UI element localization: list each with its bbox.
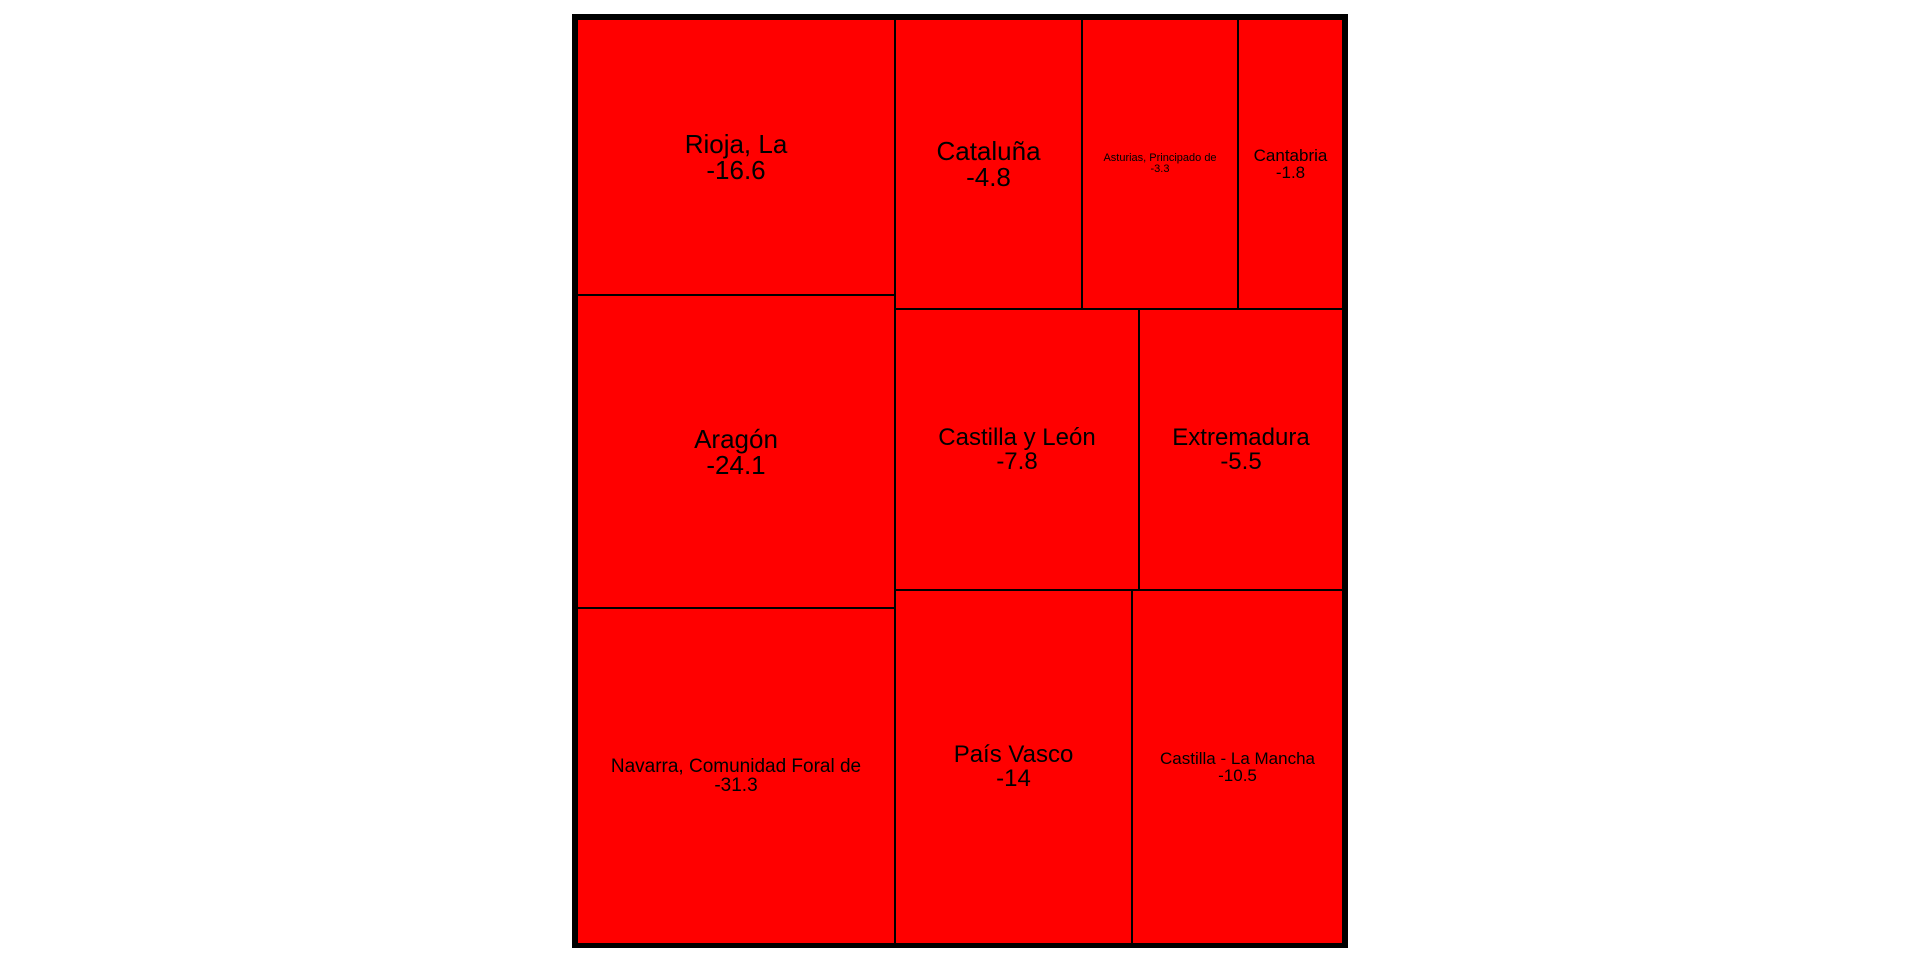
tile-value: -4.8 [966, 162, 1011, 192]
tile-label: Aragón [694, 423, 778, 454]
tile-value: -3.3 [1150, 163, 1170, 175]
tile-value: -1.8 [1275, 163, 1306, 182]
treemap-tile: País Vasco -14 [895, 590, 1132, 944]
tile-label: Asturias, Principado de [1103, 152, 1217, 164]
treemap-tile: Cataluña -4.8 [895, 19, 1082, 309]
tile-label: Cataluña [936, 136, 1041, 166]
treemap-tile: Rioja, La -16.6 [577, 19, 895, 295]
tile-label: Cantabria [1253, 146, 1328, 165]
treemap-tile: Asturias, Principado de -3.3 [1082, 19, 1238, 309]
treemap-tile: Cantabria -1.8 [1238, 19, 1343, 309]
tile-label: Navarra, Comunidad Foral de [610, 756, 862, 777]
tile-label: Rioja, La [684, 129, 788, 159]
tile-value: -7.8 [996, 447, 1038, 475]
treemap-tile: Extremadura -5.5 [1139, 309, 1343, 590]
treemap: Rioja, La -16.6 Aragón -24.1 Navarra, Comuni… [572, 14, 1348, 948]
tile-value: -31.3 [714, 775, 758, 796]
treemap-tile: Navarra, Comunidad Foral de -31.3 [577, 608, 895, 944]
treemap-tile: Castilla - La Mancha -10.5 [1132, 590, 1343, 944]
tile-label: País Vasco [953, 741, 1074, 768]
treemap-tile: Castilla y León -7.8 [895, 309, 1139, 590]
tile-value: -10.5 [1218, 766, 1257, 785]
tile-value: -24.1 [706, 449, 766, 480]
tile-label: Castilla - La Mancha [1160, 749, 1315, 768]
tile-value: -5.5 [1220, 447, 1262, 475]
tile-label: Extremadura [1172, 423, 1310, 451]
tile-value: -16.6 [706, 155, 766, 185]
tile-value: -14 [996, 765, 1031, 792]
tile-label: Castilla y León [938, 423, 1096, 451]
treemap-tile: Aragón -24.1 [577, 295, 895, 608]
